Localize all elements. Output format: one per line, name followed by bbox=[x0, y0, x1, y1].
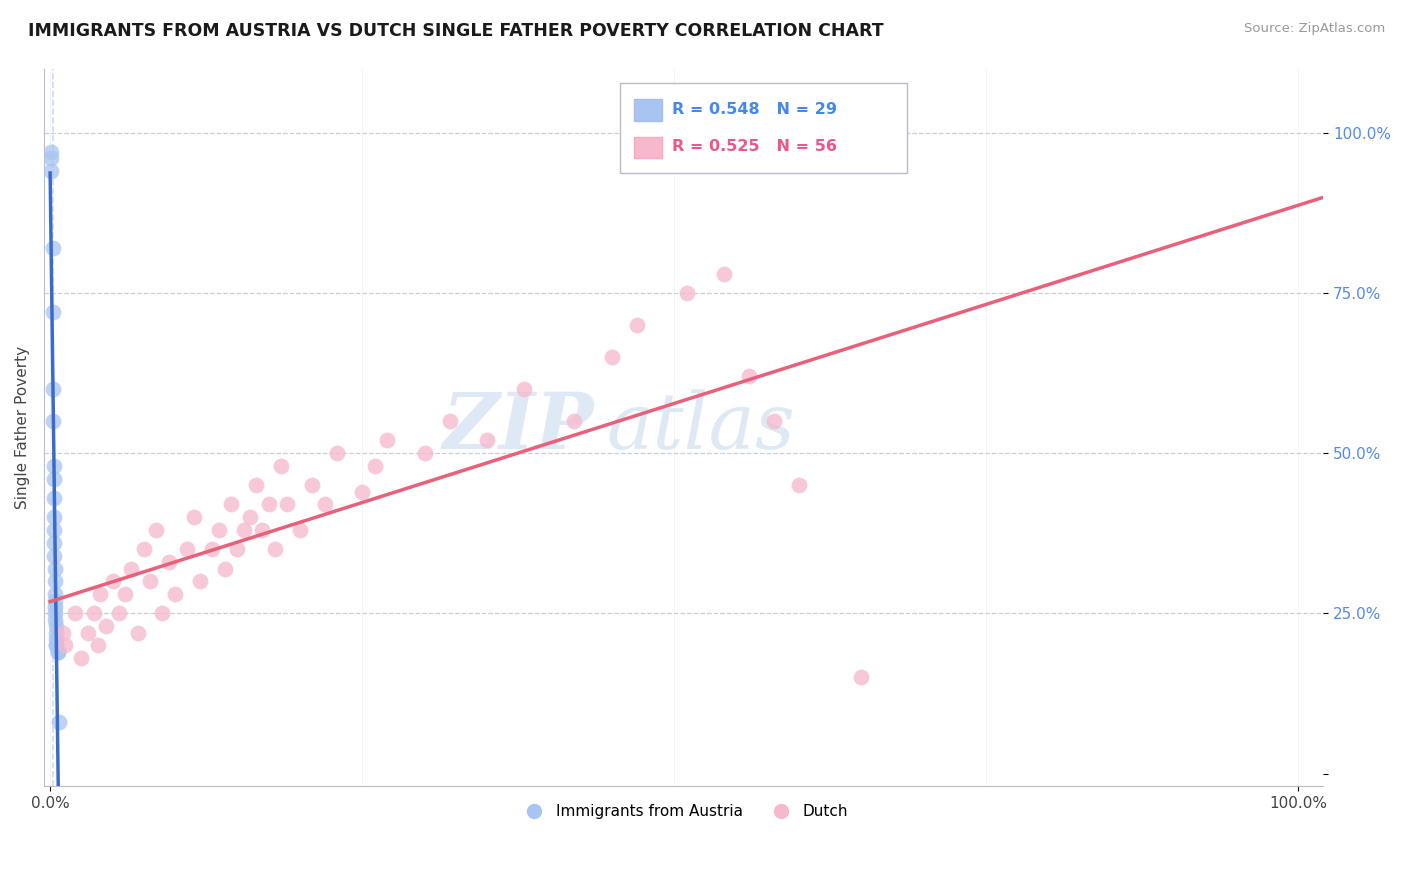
Point bbox=[188, 574, 211, 589]
Point bbox=[48, 715, 70, 730]
Point bbox=[45, 632, 67, 646]
Point bbox=[44, 574, 66, 589]
Point bbox=[139, 574, 162, 589]
Point bbox=[45, 639, 67, 653]
Point bbox=[214, 561, 236, 575]
Point bbox=[53, 639, 76, 653]
Point bbox=[42, 491, 65, 505]
Point bbox=[252, 523, 274, 537]
Point bbox=[42, 523, 65, 537]
FancyBboxPatch shape bbox=[620, 83, 907, 173]
Bar bbox=[634, 136, 662, 158]
Point bbox=[564, 414, 586, 428]
Point bbox=[89, 587, 111, 601]
Point bbox=[475, 434, 498, 448]
Point bbox=[270, 458, 292, 473]
Point bbox=[44, 561, 66, 575]
Point bbox=[107, 607, 129, 621]
Point bbox=[201, 542, 224, 557]
Point bbox=[44, 587, 66, 601]
Point bbox=[45, 619, 67, 633]
Point bbox=[314, 497, 336, 511]
Point bbox=[44, 607, 66, 621]
Text: R = 0.525   N = 56: R = 0.525 N = 56 bbox=[672, 138, 837, 153]
Point bbox=[41, 382, 63, 396]
Point bbox=[41, 305, 63, 319]
Point bbox=[44, 613, 66, 627]
Point bbox=[145, 523, 167, 537]
Point bbox=[114, 587, 136, 601]
Point bbox=[276, 497, 298, 511]
Point bbox=[352, 484, 374, 499]
Point bbox=[208, 523, 231, 537]
Point bbox=[226, 542, 249, 557]
Point bbox=[176, 542, 198, 557]
Point bbox=[152, 607, 174, 621]
Point bbox=[288, 523, 311, 537]
Point bbox=[301, 478, 323, 492]
Point bbox=[42, 510, 65, 524]
Point bbox=[63, 607, 86, 621]
Point bbox=[326, 446, 349, 460]
Point bbox=[675, 285, 697, 300]
Legend: Immigrants from Austria, Dutch: Immigrants from Austria, Dutch bbox=[513, 798, 853, 825]
Point bbox=[257, 497, 280, 511]
Point bbox=[86, 639, 108, 653]
Point bbox=[42, 549, 65, 563]
Point bbox=[219, 497, 242, 511]
Point bbox=[46, 645, 69, 659]
Point bbox=[763, 414, 786, 428]
Point bbox=[41, 151, 63, 165]
Y-axis label: Single Father Poverty: Single Father Poverty bbox=[15, 346, 30, 509]
Point bbox=[83, 607, 105, 621]
Point bbox=[76, 625, 98, 640]
Point bbox=[239, 510, 262, 524]
Point bbox=[127, 625, 149, 640]
Point bbox=[787, 478, 810, 492]
Point bbox=[41, 414, 63, 428]
Point bbox=[41, 145, 63, 159]
Point bbox=[46, 645, 69, 659]
Point bbox=[513, 382, 536, 396]
Point bbox=[738, 369, 761, 384]
Point bbox=[42, 536, 65, 550]
Point bbox=[245, 478, 267, 492]
Point bbox=[163, 587, 186, 601]
Text: R = 0.548   N = 29: R = 0.548 N = 29 bbox=[672, 102, 837, 117]
Point bbox=[41, 241, 63, 255]
Point bbox=[263, 542, 285, 557]
Text: Source: ZipAtlas.com: Source: ZipAtlas.com bbox=[1244, 22, 1385, 36]
Point bbox=[183, 510, 205, 524]
Point bbox=[44, 599, 66, 614]
Point bbox=[101, 574, 124, 589]
Point bbox=[375, 434, 398, 448]
Point bbox=[41, 164, 63, 178]
Point bbox=[120, 561, 142, 575]
Point bbox=[626, 318, 648, 332]
Point bbox=[439, 414, 461, 428]
Point bbox=[45, 639, 67, 653]
Text: atlas: atlas bbox=[607, 389, 796, 466]
Bar bbox=[634, 99, 662, 121]
Point bbox=[42, 472, 65, 486]
Point bbox=[363, 458, 385, 473]
Point bbox=[45, 625, 67, 640]
Text: ZIP: ZIP bbox=[443, 389, 593, 466]
Point bbox=[132, 542, 155, 557]
Point bbox=[52, 625, 75, 640]
Point bbox=[70, 651, 93, 665]
Point bbox=[44, 593, 66, 607]
Point bbox=[42, 458, 65, 473]
Point bbox=[96, 619, 118, 633]
Point bbox=[157, 555, 180, 569]
Point bbox=[413, 446, 436, 460]
Point bbox=[851, 671, 873, 685]
Point bbox=[232, 523, 254, 537]
Point bbox=[713, 267, 735, 281]
Point bbox=[600, 350, 623, 364]
Text: IMMIGRANTS FROM AUSTRIA VS DUTCH SINGLE FATHER POVERTY CORRELATION CHART: IMMIGRANTS FROM AUSTRIA VS DUTCH SINGLE … bbox=[28, 22, 884, 40]
